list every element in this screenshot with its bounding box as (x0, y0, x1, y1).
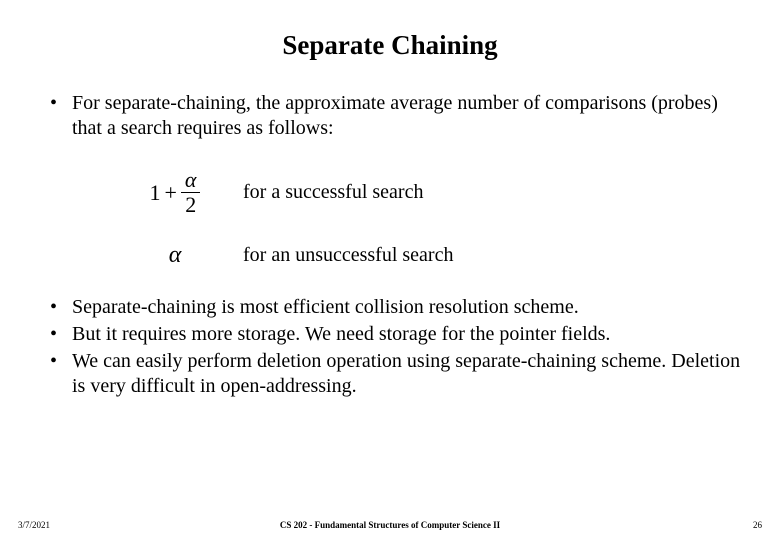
bullet-storage: But it requires more storage. We need st… (50, 322, 750, 347)
bullet-deletion: We can easily perform deletion operation… (50, 349, 750, 399)
denominator: 2 (181, 193, 200, 216)
formula-row-unsuccessful: α for an unsuccessful search (115, 242, 750, 269)
content-area: For separate-chaining, the approximate a… (20, 91, 760, 399)
footer-page: 26 (753, 520, 762, 530)
slide-title: Separate Chaining (20, 30, 760, 61)
numerator: α (181, 169, 201, 192)
intro-bullet-list: For separate-chaining, the approximate a… (50, 91, 750, 141)
formula-row-successful: 1 + α 2 for a successful search (115, 169, 750, 216)
footer-date: 3/7/2021 (18, 520, 50, 530)
fraction: α 2 (181, 169, 201, 216)
unsuccessful-label: for an unsuccessful search (243, 244, 453, 267)
slide: Separate Chaining For separate-chaining,… (0, 0, 780, 540)
plus-sign: + (165, 180, 177, 206)
bullet-efficient: Separate-chaining is most efficient coll… (50, 295, 750, 320)
alpha-symbol: α (169, 242, 182, 269)
formula-block: 1 + α 2 for a successful search α for an (115, 169, 750, 269)
lower-bullet-list: Separate-chaining is most efficient coll… (50, 295, 750, 399)
footer-course: CS 202 - Fundamental Structures of Compu… (280, 520, 500, 530)
footer: 3/7/2021 CS 202 - Fundamental Structures… (0, 520, 780, 530)
formula-successful: 1 + α 2 (115, 169, 235, 216)
intro-bullet: For separate-chaining, the approximate a… (50, 91, 750, 141)
successful-label: for a successful search (243, 181, 423, 204)
formula-one: 1 (150, 180, 161, 206)
formula-unsuccessful: α (115, 242, 235, 269)
